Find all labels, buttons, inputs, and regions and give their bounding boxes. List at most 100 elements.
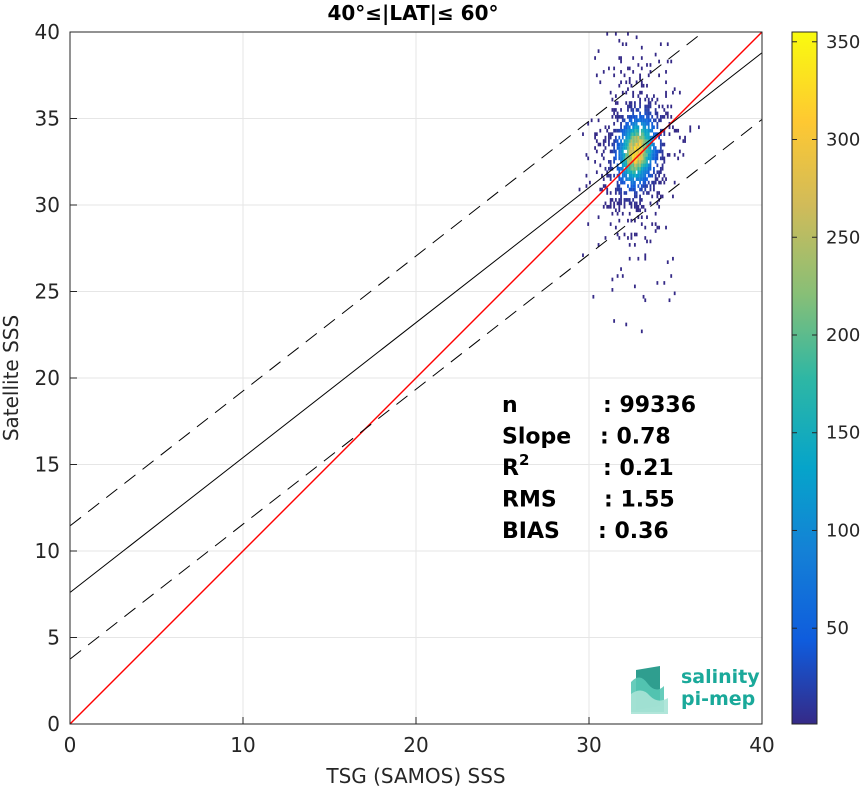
density-cell [616, 111, 619, 116]
density-cell [606, 128, 609, 133]
stat-value: : 99336 [603, 393, 696, 418]
density-cell [640, 205, 643, 209]
density-cell [661, 166, 664, 171]
logo-line1: salinity [681, 666, 760, 688]
density-cell [633, 187, 636, 192]
density-cell [609, 166, 612, 171]
density-cell [639, 166, 641, 171]
density-cell [613, 139, 616, 143]
density-cell [640, 156, 643, 161]
density-cell [647, 156, 650, 161]
density-cell [647, 115, 650, 119]
density-cell [637, 163, 640, 168]
density-cell [633, 139, 636, 143]
density-cell [659, 139, 662, 143]
density-cell [616, 180, 619, 185]
density-cell [608, 166, 610, 171]
density-cell [585, 184, 588, 188]
density-cell [635, 142, 638, 147]
density-cell [609, 191, 612, 195]
density-cell [616, 142, 619, 147]
density-cell [635, 163, 638, 168]
density-cell [623, 205, 626, 209]
density-cell [658, 118, 661, 123]
density-cell [647, 173, 650, 178]
density-cell [649, 201, 652, 206]
density-cell [656, 149, 659, 154]
density-cell [644, 208, 647, 213]
density-cell [621, 177, 624, 181]
density-cell [633, 132, 636, 136]
density-cell [654, 211, 657, 216]
logo-line2: pi-mep [681, 688, 755, 710]
density-cell [628, 135, 631, 140]
density-cell [673, 291, 676, 296]
density-cell [599, 187, 602, 192]
density-cell [627, 32, 629, 36]
stat-value: : 0.36 [598, 519, 669, 544]
density-cell [633, 160, 636, 164]
density-cell [627, 115, 629, 119]
density-cell [639, 135, 641, 140]
density-cell [647, 146, 650, 150]
density-cell [609, 173, 612, 178]
density-cell [642, 83, 645, 88]
density-cell [611, 277, 614, 282]
density-cell [632, 198, 635, 202]
density-cell [637, 173, 640, 178]
density-cell [644, 104, 647, 109]
density-cell [625, 153, 628, 157]
density-cell [618, 38, 621, 43]
density-cell [625, 177, 628, 181]
density-cell [627, 184, 629, 188]
density-cell [627, 125, 629, 130]
density-cell [613, 111, 616, 116]
stat-label: Slope [502, 425, 571, 450]
density-cell [621, 173, 624, 178]
density-cell [632, 128, 635, 133]
density-cell [663, 132, 666, 136]
density-cell [642, 173, 645, 178]
density-cell [640, 118, 643, 123]
density-cell [609, 222, 612, 226]
density-cell [642, 128, 645, 133]
density-cell [656, 97, 659, 102]
density-cell [614, 139, 617, 143]
density-cell [639, 115, 641, 119]
density-cell [649, 146, 652, 150]
density-cell [666, 260, 669, 264]
density-cell [613, 319, 616, 323]
density-cell [599, 163, 602, 168]
density-cell [637, 63, 640, 67]
density-cell [647, 135, 650, 140]
stat-value: : 0.21 [603, 456, 674, 481]
density-cell [628, 187, 631, 192]
colorbar-tick-label: 250 [826, 227, 860, 248]
density-cell [623, 128, 626, 133]
density-cell [628, 142, 631, 147]
density-cell [590, 118, 593, 123]
density-cell [623, 160, 626, 164]
density-cell [647, 163, 650, 168]
x-axis-ticks: 0 10 20 30 40 [64, 717, 775, 757]
density-cell [644, 187, 647, 192]
density-cell [620, 194, 622, 199]
density-cell [633, 184, 636, 188]
density-cell [635, 135, 638, 140]
density-cell [620, 121, 622, 126]
density-cell [611, 97, 614, 102]
density-cell [620, 142, 622, 147]
density-cell [663, 142, 666, 147]
density-cell [633, 191, 636, 195]
density-cell [627, 149, 629, 154]
density-cell [644, 125, 647, 130]
density-cell [653, 125, 655, 130]
density-cell [653, 94, 655, 98]
density-cell [635, 115, 638, 119]
density-cell [606, 205, 609, 209]
density-cell [661, 163, 664, 168]
density-cell [633, 163, 636, 168]
density-cell [635, 232, 638, 237]
density-cell [627, 198, 629, 202]
density-cell [649, 184, 652, 188]
